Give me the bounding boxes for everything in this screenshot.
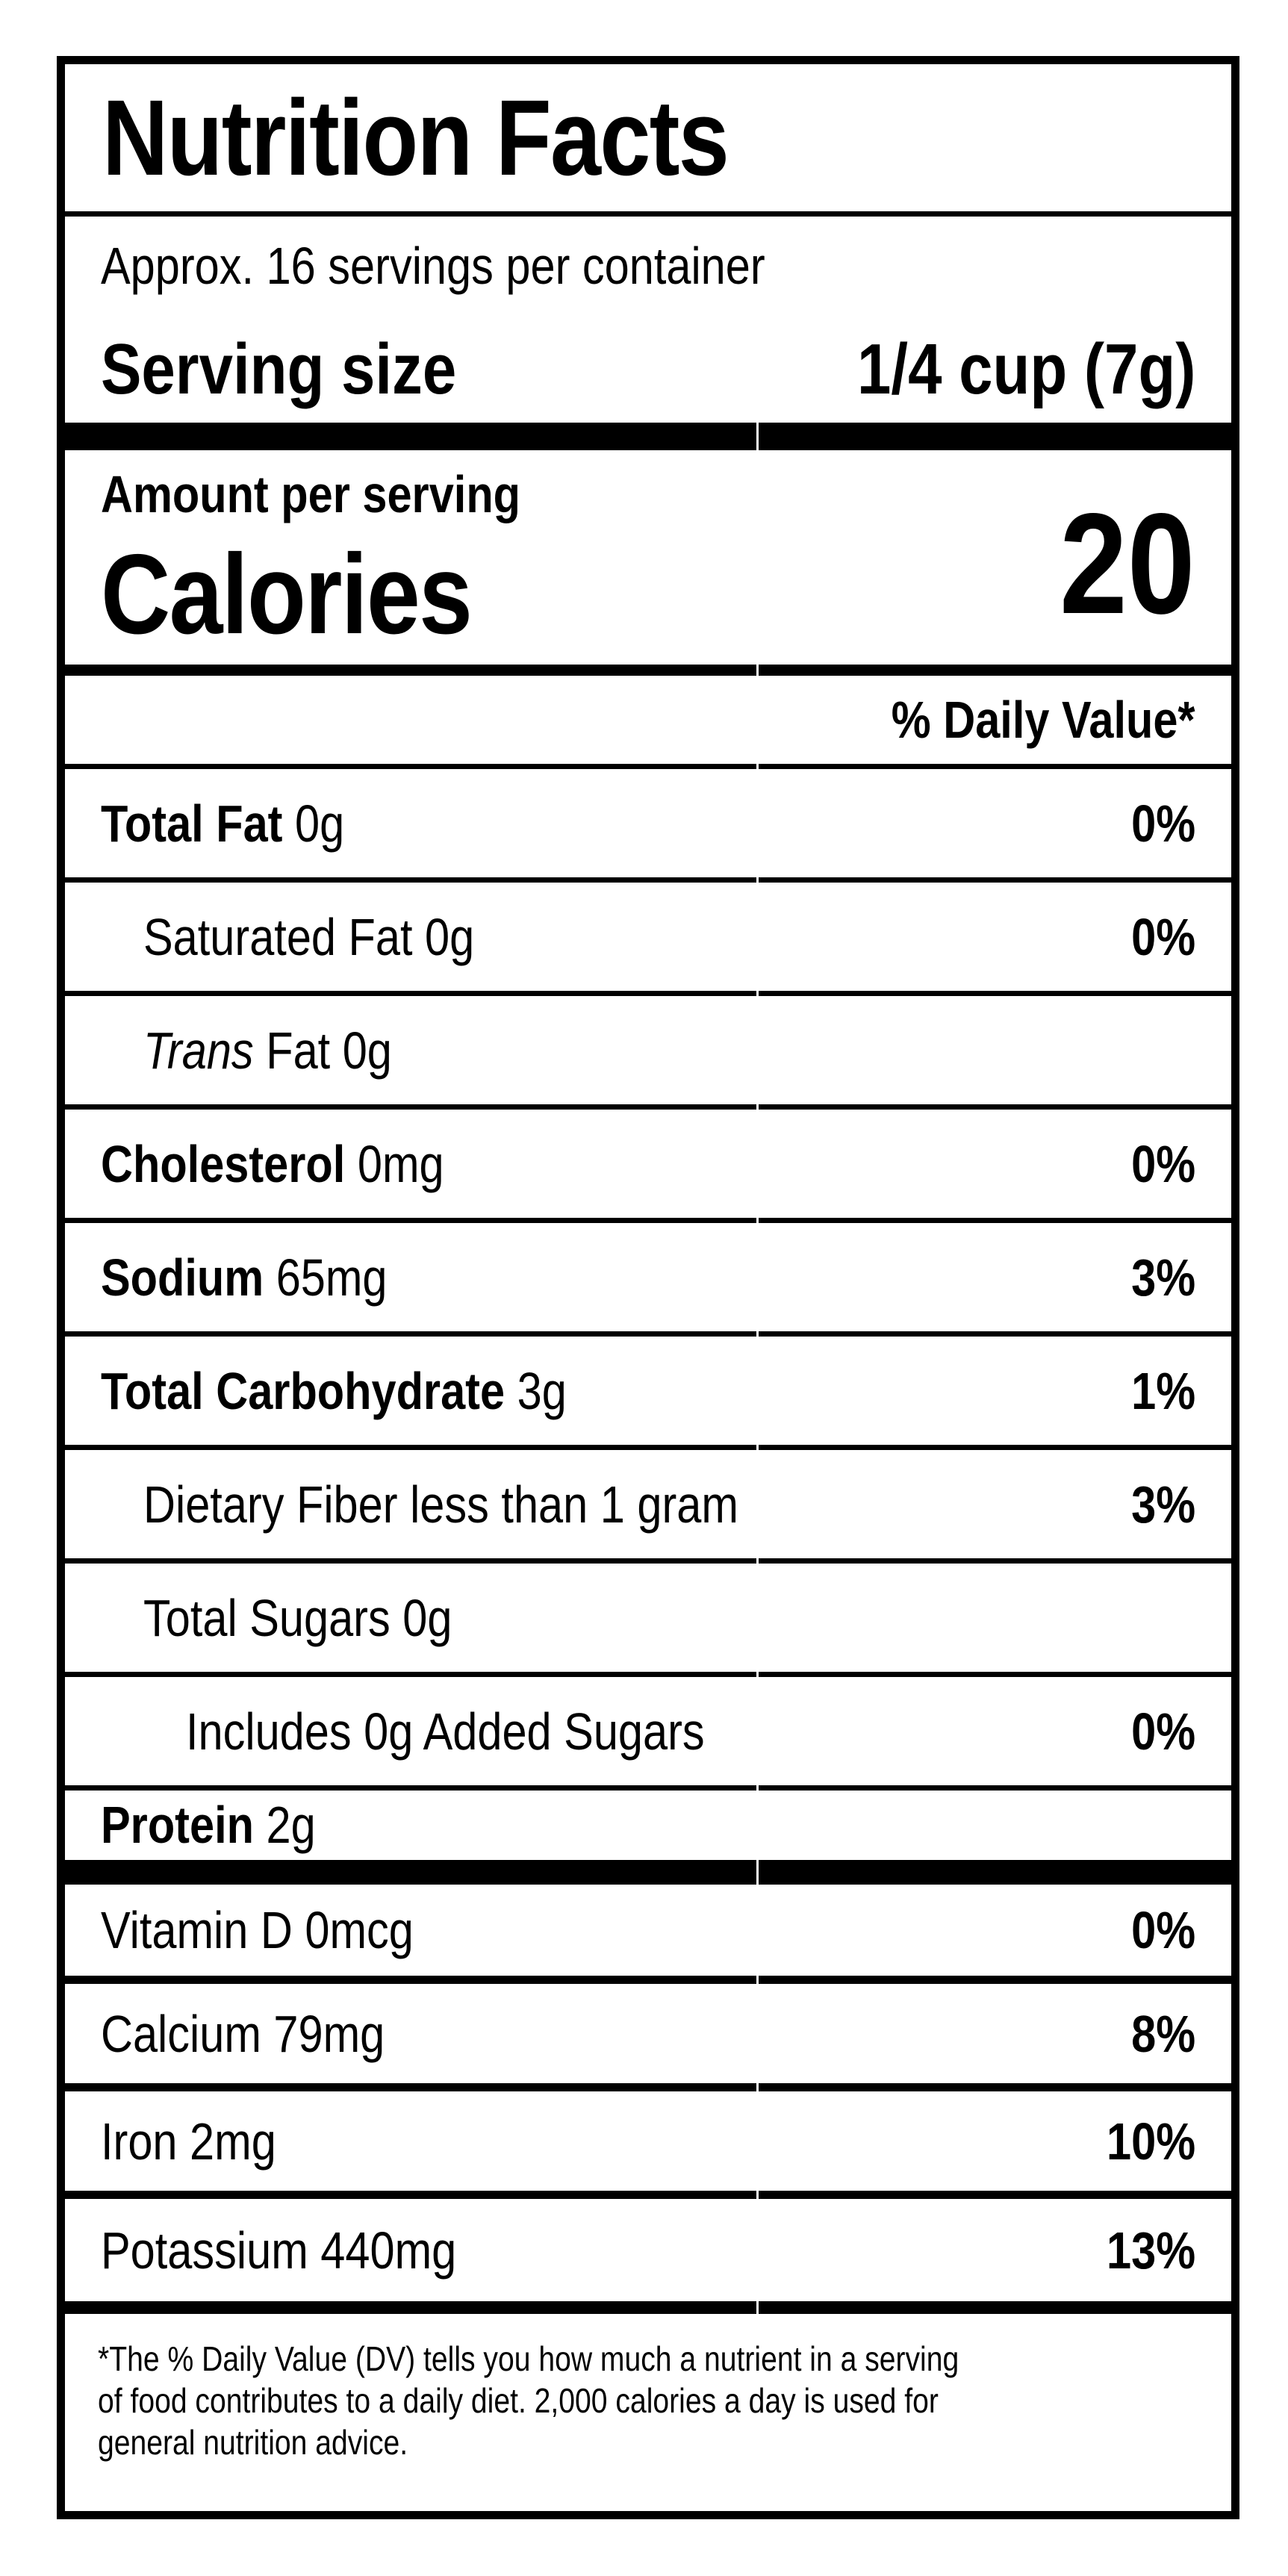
calories-label: Calories xyxy=(101,531,473,658)
amount-per-serving-label: Amount per serving xyxy=(101,465,521,523)
vitamin-row: Calcium 79mg 8% xyxy=(65,1984,1231,2091)
vitamin-dv: 8% xyxy=(759,1984,1231,2091)
serving-size-value: 1/4 cup (7g) xyxy=(856,329,1195,409)
nutrient-row: Dietary Fiber less than 1 gram 3% xyxy=(65,1450,1231,1564)
nutrient-name: Total Carbohydrate 3g xyxy=(65,1337,756,1450)
vitamin-name: Potassium 440mg xyxy=(101,2221,457,2280)
nutrient-row: Total Carbohydrate 3g 1% xyxy=(65,1337,1231,1450)
nutrient-name: Total Fat 0g xyxy=(65,769,756,883)
divider-bar xyxy=(65,2301,1231,2314)
nutrient-dv: 3% xyxy=(759,1450,1231,1564)
vitamin-dv: 13% xyxy=(1106,2221,1195,2280)
nutrient-row: Total Fat 0g 0% xyxy=(65,769,1231,883)
nutrition-facts-label: Nutrition Facts Approx. 16 servings per … xyxy=(57,56,1239,2519)
nutrient-dv xyxy=(759,1791,1231,1860)
nutrient-dv: 0% xyxy=(759,1110,1231,1223)
vitamin-row: Vitamin D 0mcg 0% xyxy=(65,1885,1231,1984)
protein-row: Protein 2g xyxy=(65,1791,1231,1860)
daily-value-header-row: % Daily Value* xyxy=(65,676,1231,769)
nutrient-name: Saturated Fat 0g xyxy=(65,883,756,996)
serving-size-label: Serving size xyxy=(101,329,457,409)
divider-bar xyxy=(65,665,1231,676)
vitamin-name: Vitamin D 0mcg xyxy=(65,1885,756,1984)
nutrient-row: Cholesterol 0mg 0% xyxy=(65,1110,1231,1223)
label-title-row: Nutrition Facts xyxy=(65,64,1231,217)
nutrient-name: Total Sugars 0g xyxy=(65,1564,756,1677)
vitamin-row: Potassium 440mg 13% xyxy=(65,2199,1231,2301)
nutrient-dv xyxy=(759,996,1231,1110)
daily-value-footnote: *The % Daily Value (DV) tells you how mu… xyxy=(98,2339,959,2462)
nutrient-row: Trans Fat 0g xyxy=(65,996,1231,1110)
thick-divider-bar xyxy=(65,423,1231,450)
vitamin-row: Iron 2mg 10% xyxy=(65,2091,1231,2199)
servings-per-container: Approx. 16 servings per container xyxy=(101,237,765,295)
nutrient-dv: 0% xyxy=(759,1677,1231,1791)
nutrient-row: Saturated Fat 0g 0% xyxy=(65,883,1231,996)
nutrient-name: Includes 0g Added Sugars xyxy=(65,1677,756,1791)
vitamin-name: Iron 2mg xyxy=(65,2091,756,2199)
nutrient-row: Includes 0g Added Sugars 0% xyxy=(65,1677,1231,1791)
nutrient-dv: 0% xyxy=(759,769,1231,883)
label-title: Nutrition Facts xyxy=(102,77,729,198)
daily-value-header: % Daily Value* xyxy=(759,676,1231,769)
nutrient-row: Sodium 65mg 3% xyxy=(65,1223,1231,1337)
nutrient-name: Trans Fat 0g xyxy=(65,996,756,1110)
serving-info-section: Approx. 16 servings per container Servin… xyxy=(65,217,1231,423)
vitamin-dv: 0% xyxy=(759,1885,1231,1984)
nutrient-name: Protein 2g xyxy=(101,1796,316,1854)
nutrient-row: Total Sugars 0g xyxy=(65,1564,1231,1677)
nutrient-dv: 3% xyxy=(759,1223,1231,1337)
serving-size-row: Serving size 1/4 cup (7g) xyxy=(101,329,1195,411)
nutrient-dv: 1% xyxy=(759,1337,1231,1450)
nutrient-dv: 0% xyxy=(759,883,1231,996)
nutrient-name: Dietary Fiber less than 1 gram xyxy=(65,1450,756,1564)
vitamin-dv: 10% xyxy=(759,2091,1231,2199)
calories-section: Amount per serving Calories 20 xyxy=(65,450,1231,665)
nutrient-name: Cholesterol 0mg xyxy=(65,1110,756,1223)
calories-value: 20 xyxy=(1060,482,1195,644)
nutrient-dv xyxy=(759,1564,1231,1677)
thick-divider-bar xyxy=(65,1860,1231,1885)
nutrient-name: Sodium 65mg xyxy=(65,1223,756,1337)
vitamin-name: Calcium 79mg xyxy=(65,1984,756,2091)
